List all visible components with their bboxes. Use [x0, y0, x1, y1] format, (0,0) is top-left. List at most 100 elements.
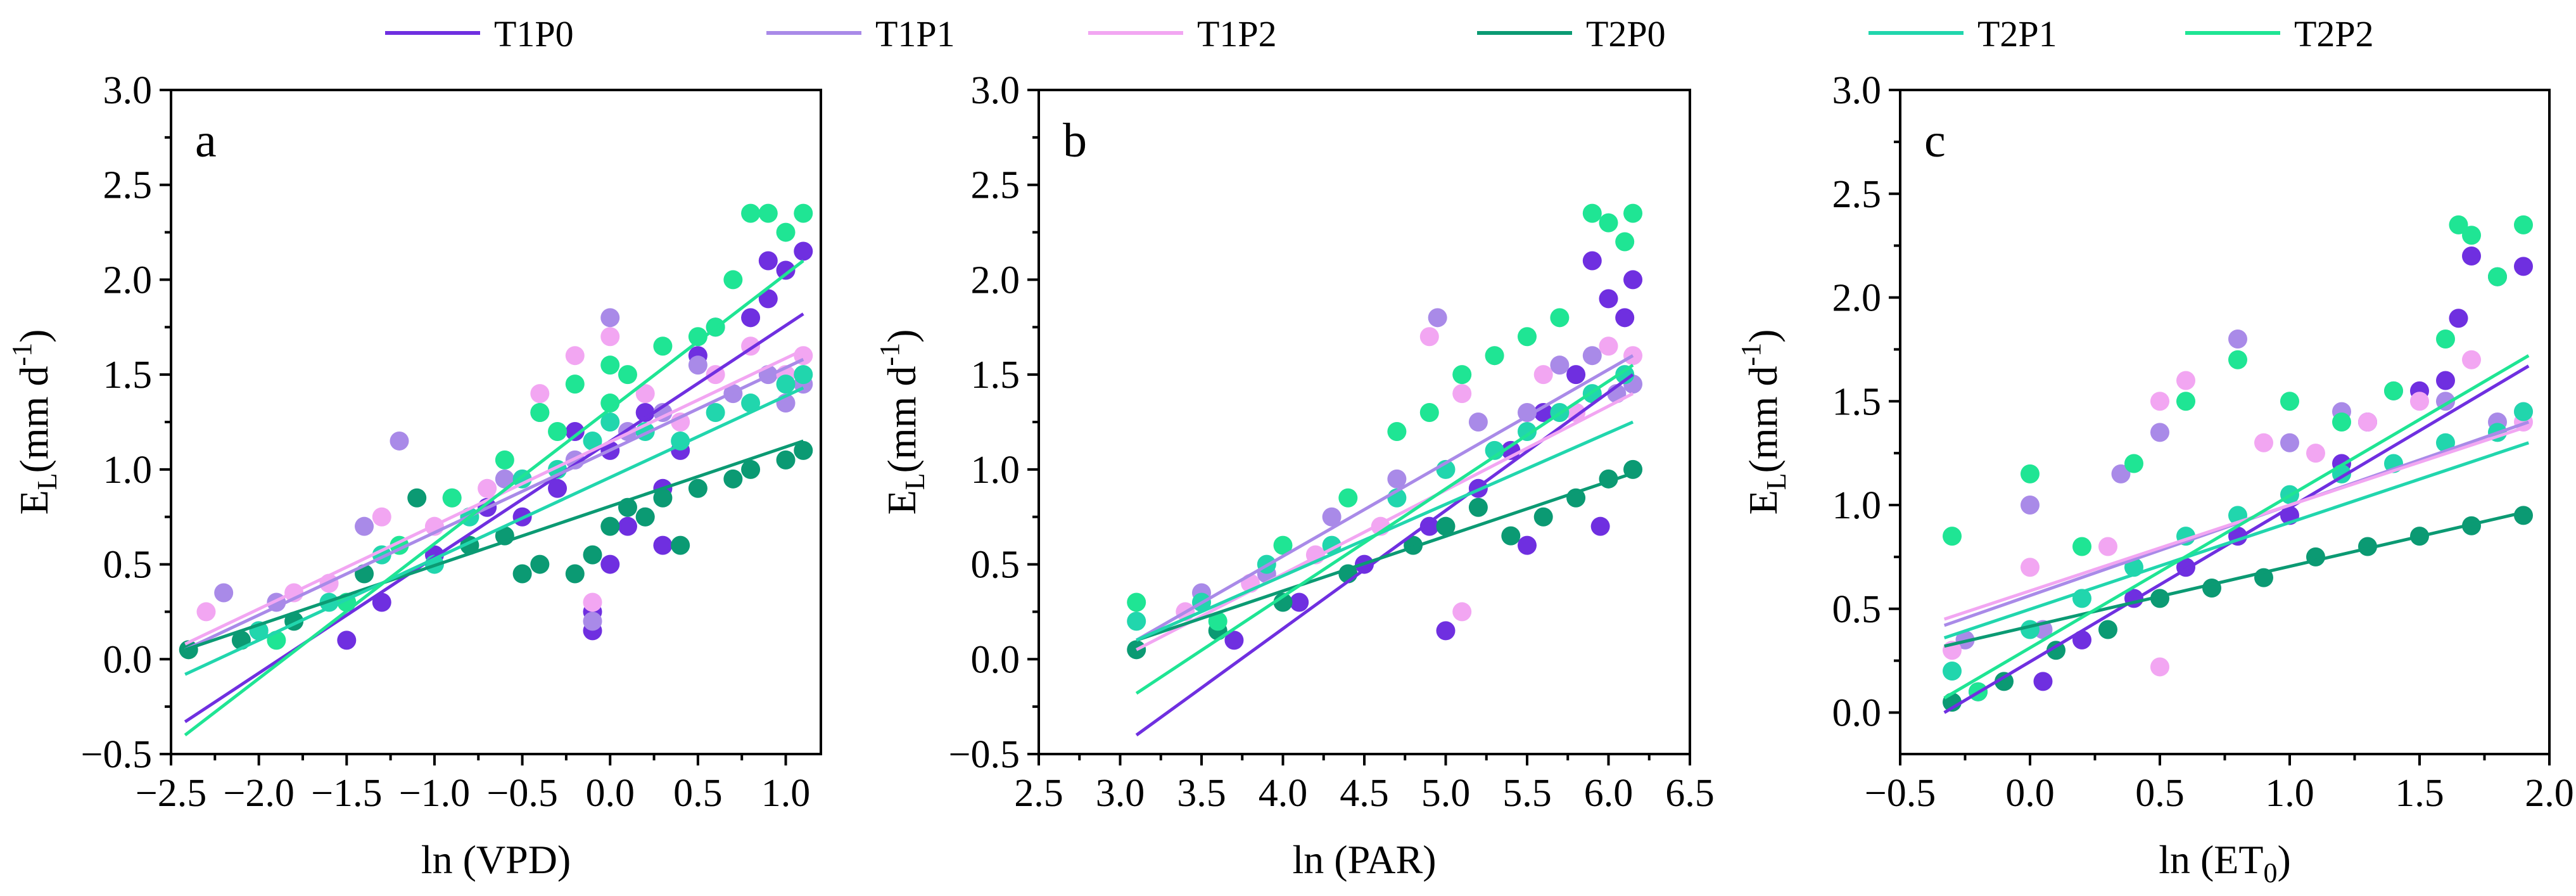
- point-t2p2: [2124, 454, 2143, 473]
- point-t2p0: [407, 488, 427, 508]
- point-t2p0: [1501, 526, 1521, 546]
- y-tick-label-a: 1.0: [103, 449, 153, 492]
- legend-label-t2p2: T2P2: [2294, 13, 2374, 54]
- point-t1p1: [1387, 469, 1407, 489]
- x-tick-label-b: 4.5: [1340, 772, 1389, 815]
- point-t1p2: [2462, 350, 2481, 369]
- point-t1p1: [214, 583, 234, 603]
- point-t1p2: [2150, 392, 2169, 411]
- x-tick-label-b: 6.5: [1665, 772, 1715, 815]
- point-t1p1: [1468, 413, 1488, 432]
- point-t1p0: [2462, 246, 2481, 266]
- point-t2p2: [1550, 308, 1570, 328]
- point-t1p0: [337, 630, 357, 650]
- point-t1p1: [583, 611, 602, 631]
- point-t1p2: [1452, 384, 1472, 404]
- point-t1p0: [2436, 371, 2455, 390]
- x-tick-label-a: −2.0: [223, 772, 294, 815]
- point-t1p1: [1582, 346, 1602, 366]
- point-t1p1: [390, 431, 409, 451]
- point-t2p2: [2462, 226, 2481, 245]
- point-t2p1: [1518, 421, 1537, 441]
- y-tick-label-c: 1.5: [1832, 380, 1882, 423]
- panel-letter-a: a: [195, 114, 217, 167]
- point-t2p2: [2176, 392, 2195, 411]
- y-tick-label-c: 1.0: [1832, 484, 1882, 527]
- point-t2p2: [1208, 611, 1228, 631]
- x-tick-label-b: 3.0: [1096, 772, 1145, 815]
- point-t2p0: [2358, 537, 2377, 556]
- panels: −2.5 −2.0 −1.5 −1.0 −0.5 0.0 0.5 1.0 −0.5 0.0 0.5 1…: [6, 69, 2574, 888]
- point-t1p0: [776, 260, 796, 280]
- x-tick-label-a: 1.0: [761, 772, 811, 815]
- point-t2p2: [1273, 535, 1293, 555]
- y-tick-label-c: 2.5: [1832, 173, 1882, 216]
- point-t2p0: [776, 450, 796, 470]
- point-t2p2: [548, 421, 568, 441]
- point-t2p0: [1995, 672, 2014, 691]
- point-t1p0: [2033, 672, 2053, 691]
- point-t1p0: [635, 403, 655, 423]
- point-t2p2: [565, 374, 585, 394]
- x-tick-label-c: 1.5: [2395, 772, 2444, 815]
- y-axis-title-b: EL(mm d-1): [874, 330, 930, 515]
- y-tick-label-a: 0.0: [103, 638, 153, 681]
- fit-line-t2p0: [1136, 471, 1634, 642]
- point-t1p0: [1518, 535, 1537, 555]
- fit-line-t1p1: [184, 357, 804, 651]
- point-t2p1: [1943, 662, 1962, 681]
- point-t2p1: [600, 413, 620, 432]
- y-tick-label-c: 2.0: [1832, 277, 1882, 320]
- fit-line-t1p2: [1136, 392, 1634, 651]
- y-tick-label-a: −0.5: [81, 733, 152, 776]
- x-tick-label-b: 3.5: [1177, 772, 1226, 815]
- point-t2p2: [688, 327, 707, 347]
- point-t1p0: [548, 478, 568, 498]
- fit-line-t1p0: [184, 312, 804, 724]
- point-t1p0: [1533, 403, 1553, 423]
- y-tick-label-c: 3.0: [1832, 69, 1882, 112]
- point-t1p2: [600, 327, 620, 347]
- point-t1p0: [1590, 516, 1610, 536]
- point-t2p0: [794, 440, 813, 460]
- point-t2p2: [2449, 215, 2468, 234]
- point-t2p0: [600, 516, 620, 536]
- point-t2p2: [1452, 365, 1472, 385]
- x-tick-label-a: −1.5: [311, 772, 382, 815]
- point-t2p1: [706, 403, 725, 423]
- x-tick-label-c: 2.0: [2525, 772, 2574, 815]
- point-t1p0: [1419, 516, 1439, 536]
- point-t2p2: [1623, 203, 1643, 223]
- point-t2p1: [776, 374, 796, 394]
- point-t2p0: [583, 545, 602, 565]
- point-t1p1: [2021, 496, 2040, 515]
- y-tick-label-a: 2.0: [103, 259, 153, 302]
- plot-area-a: [179, 203, 813, 737]
- y-tick-label-a: 3.0: [103, 69, 153, 112]
- y-tick-label-a: 2.5: [103, 164, 153, 207]
- point-t1p1: [495, 469, 514, 489]
- fit-line-t2p0: [1944, 509, 2529, 648]
- point-t1p0: [794, 241, 813, 261]
- point-t2p2: [1582, 203, 1602, 223]
- x-axis-title-b: ln (PAR): [1292, 837, 1436, 882]
- point-t2p0: [671, 535, 690, 555]
- point-t1p0: [1224, 630, 1244, 650]
- point-t2p1: [741, 394, 761, 413]
- point-t2p2: [1338, 488, 1358, 508]
- point-t2p0: [688, 478, 707, 498]
- panel-a: −2.5 −2.0 −1.5 −1.0 −0.5 0.0 0.5 1.0 −0.5 0.0 0.5 1…: [6, 69, 822, 882]
- y-tick-label-b: 3.0: [971, 69, 1020, 112]
- y-axis-title-a: EL(mm d-1): [6, 330, 63, 515]
- point-t2p2: [2514, 215, 2533, 234]
- point-t1p1: [355, 516, 374, 536]
- legend-label-t2p0: T2P0: [1586, 13, 1666, 54]
- point-t1p2: [2306, 444, 2325, 463]
- point-t1p2: [2176, 371, 2195, 390]
- point-t2p0: [2098, 620, 2117, 639]
- fit-line-t2p0: [184, 439, 804, 651]
- fit-line-t2p1: [1943, 441, 2529, 639]
- x-tick-label-b: 5.0: [1421, 772, 1471, 815]
- point-t1p0: [1582, 251, 1602, 271]
- point-t2p2: [1419, 403, 1439, 423]
